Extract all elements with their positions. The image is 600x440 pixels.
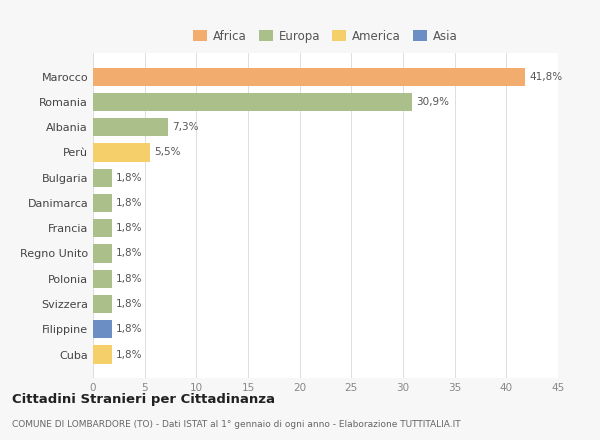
- Bar: [93, 320, 112, 338]
- Bar: [93, 270, 112, 288]
- Text: 1,8%: 1,8%: [116, 274, 142, 284]
- Text: 1,8%: 1,8%: [116, 249, 142, 258]
- Text: 1,8%: 1,8%: [116, 324, 142, 334]
- Text: 1,8%: 1,8%: [116, 198, 142, 208]
- Text: 1,8%: 1,8%: [116, 299, 142, 309]
- Text: 1,8%: 1,8%: [116, 223, 142, 233]
- Bar: [93, 345, 112, 363]
- Legend: Africa, Europa, America, Asia: Africa, Europa, America, Asia: [190, 26, 461, 46]
- Bar: [93, 194, 112, 212]
- Bar: [93, 244, 112, 263]
- Bar: [93, 93, 412, 111]
- Bar: [93, 295, 112, 313]
- Text: 30,9%: 30,9%: [416, 97, 449, 107]
- Text: 41,8%: 41,8%: [529, 72, 562, 82]
- Text: 5,5%: 5,5%: [154, 147, 181, 158]
- Text: 1,8%: 1,8%: [116, 173, 142, 183]
- Bar: [93, 143, 150, 161]
- Bar: [93, 169, 112, 187]
- Bar: [93, 118, 169, 136]
- Bar: [93, 68, 525, 86]
- Bar: [93, 219, 112, 237]
- Text: 1,8%: 1,8%: [116, 349, 142, 359]
- Text: COMUNE DI LOMBARDORE (TO) - Dati ISTAT al 1° gennaio di ogni anno - Elaborazione: COMUNE DI LOMBARDORE (TO) - Dati ISTAT a…: [12, 420, 461, 429]
- Text: Cittadini Stranieri per Cittadinanza: Cittadini Stranieri per Cittadinanza: [12, 392, 275, 406]
- Text: 7,3%: 7,3%: [173, 122, 199, 132]
